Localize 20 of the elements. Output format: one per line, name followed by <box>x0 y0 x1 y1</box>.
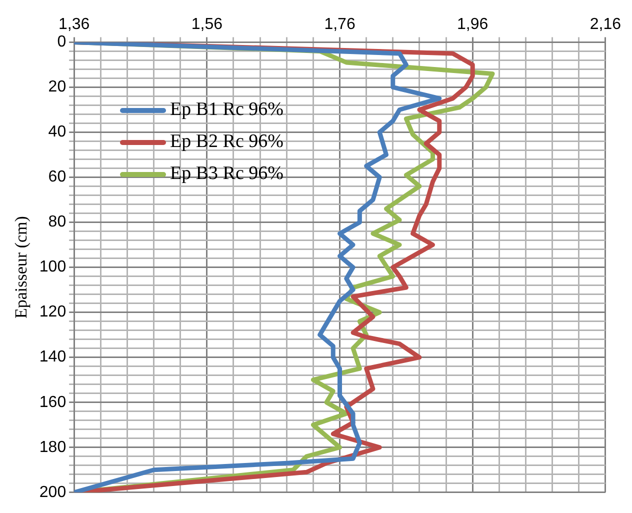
legend-label: Ep B1 Rc 96% <box>170 99 284 121</box>
y-tick-label: 80 <box>48 214 66 231</box>
x-tick-label: 1,96 <box>457 16 488 34</box>
y-tick-label: 200 <box>39 484 66 501</box>
legend-label: Ep B2 Rc 96% <box>170 131 284 153</box>
x-tick-label: 2,16 <box>590 16 622 34</box>
y-tick-label: 120 <box>39 304 66 321</box>
y-tick-label: 100 <box>39 258 66 276</box>
x-tick-label: 1,56 <box>191 16 223 34</box>
x-tick-label: 1,36 <box>58 16 90 34</box>
y-tick-label: 40 <box>48 124 66 141</box>
x-tick-label: 1,76 <box>324 16 356 34</box>
legend-label: Ep B3 Rc 96% <box>170 163 284 185</box>
y-tick-label: 180 <box>39 438 66 456</box>
y-tick-label: 0 <box>57 34 66 51</box>
y-tick-label: 60 <box>48 168 66 186</box>
y-tick-label: 160 <box>39 394 66 411</box>
y-tick-label: 20 <box>48 78 66 96</box>
y-axis-title: Epaisseur (cm) <box>12 216 31 319</box>
y-tick-label: 140 <box>39 348 66 366</box>
